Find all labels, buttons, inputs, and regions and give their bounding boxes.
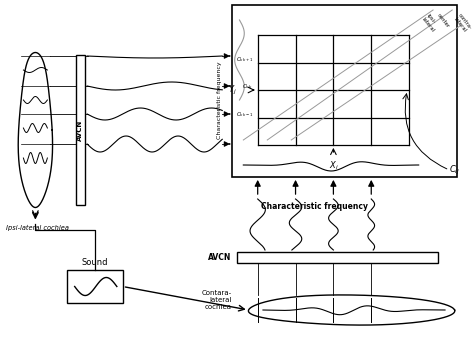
Bar	[67, 270, 123, 303]
Text: Sound: Sound	[82, 258, 108, 267]
Text: $C_{kk-1}$: $C_{kk-1}$	[236, 110, 253, 119]
Text: Contara-
lateral
cochlea: Contara- lateral cochlea	[202, 290, 232, 310]
Text: AVCN: AVCN	[77, 119, 83, 141]
Text: AVCN: AVCN	[209, 253, 232, 262]
Text: Characteristic frequency: Characteristic frequency	[261, 202, 368, 211]
Text: center: center	[436, 13, 450, 29]
Bar	[76, 55, 85, 205]
Text: $C_{ij}$: $C_{ij}$	[449, 164, 460, 176]
Text: ipsi-
lateral: ipsi- lateral	[420, 13, 440, 33]
Text: $C_{kk}$: $C_{kk}$	[243, 82, 253, 92]
Text: $Y_j$: $Y_j$	[228, 83, 237, 97]
Text: $C_{kk+1}$: $C_{kk+1}$	[236, 55, 253, 64]
Text: Characteristic frequency: Characteristic frequency	[217, 61, 222, 139]
Text: contra-
lateral: contra- lateral	[452, 13, 473, 34]
Text: $X_i$: $X_i$	[328, 159, 338, 171]
Bar	[232, 5, 457, 177]
Bar	[237, 252, 438, 263]
Text: Ipsi-lateral cochlea: Ipsi-lateral cochlea	[6, 224, 69, 231]
